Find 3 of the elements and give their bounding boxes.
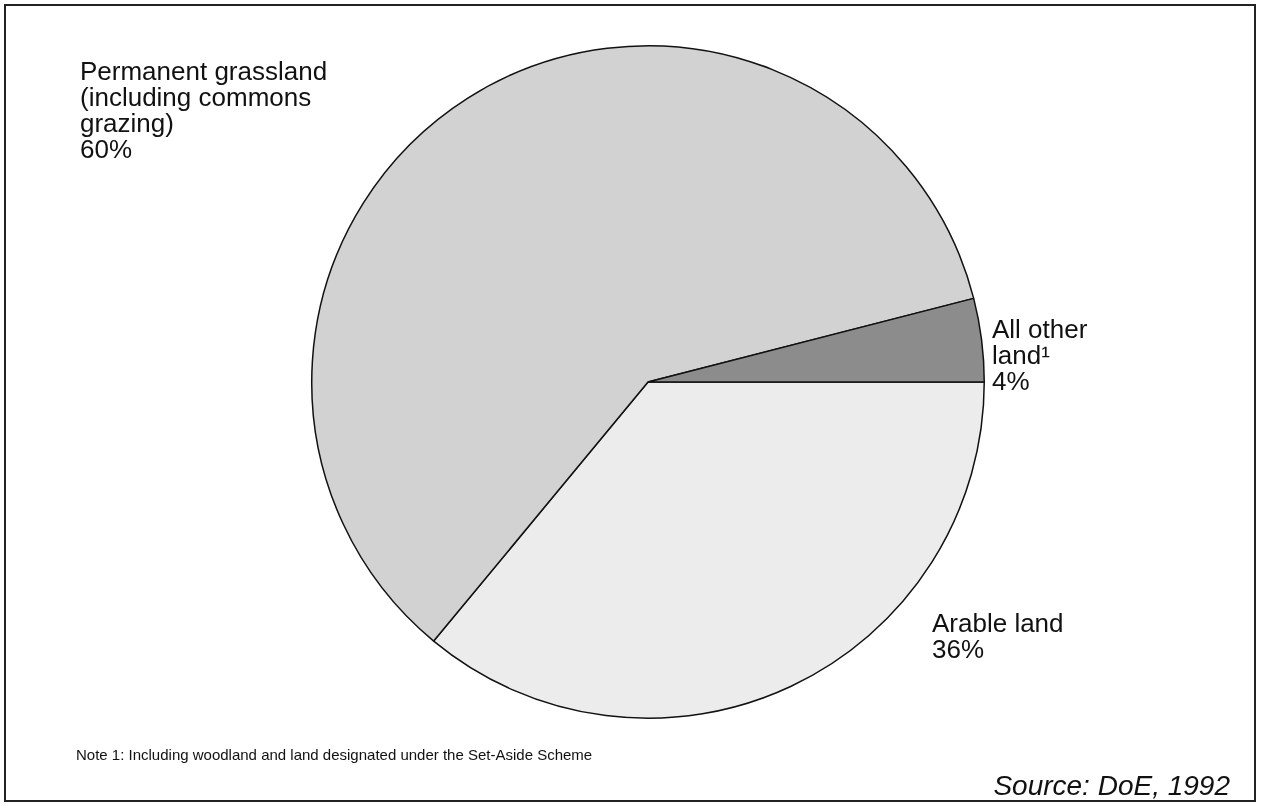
slice-label: Permanent grassland (including commons grazing) <box>80 56 328 139</box>
text: Note 1: Including woodland and land designated under the Set-Aside Scheme <box>76 746 593 763</box>
source-note: Source: DoE, 1992 <box>993 770 1231 801</box>
